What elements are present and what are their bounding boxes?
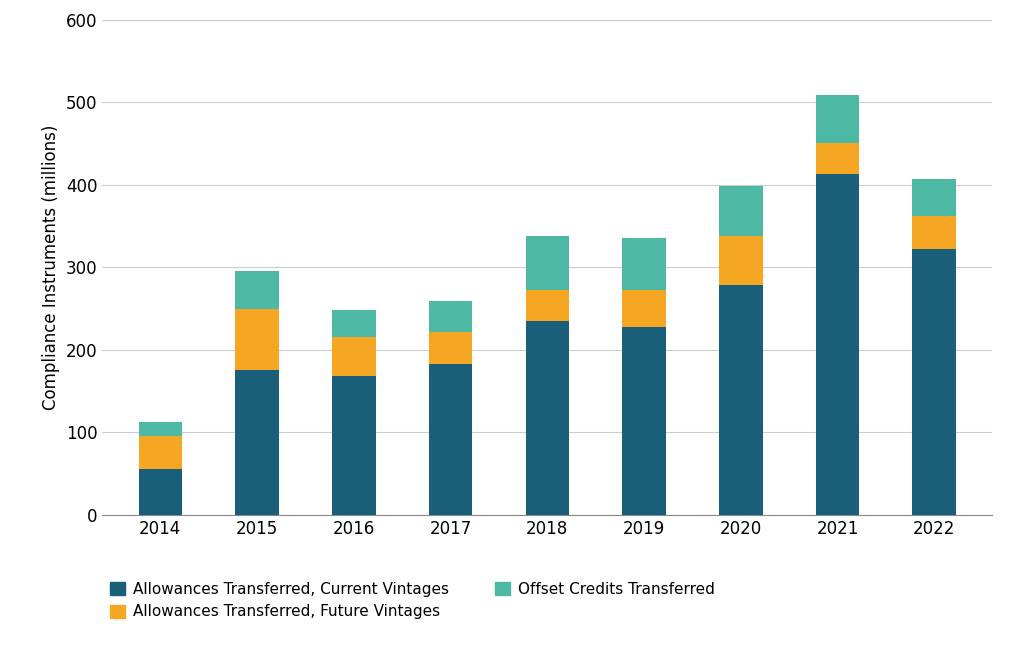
Bar	[429, 333, 473, 364]
Bar	[526, 321, 569, 515]
Bar	[815, 174, 859, 515]
Bar	[235, 370, 279, 515]
Bar	[429, 364, 473, 515]
Bar	[913, 179, 957, 216]
Bar	[332, 310, 375, 337]
Legend: Allowances Transferred, Current Vintages, Allowances Transferred, Future Vintage: Allowances Transferred, Current Vintages…	[109, 582, 714, 620]
Bar	[138, 422, 182, 436]
Bar	[235, 271, 279, 309]
Bar	[913, 216, 957, 249]
Bar	[526, 290, 569, 321]
Bar	[332, 337, 375, 376]
Bar	[913, 249, 957, 515]
Bar	[719, 187, 762, 236]
Bar	[719, 236, 762, 286]
Bar	[622, 238, 666, 290]
Bar	[429, 301, 473, 333]
Bar	[235, 309, 279, 370]
Bar	[815, 95, 859, 143]
Bar	[332, 376, 375, 515]
Bar	[526, 236, 569, 290]
Bar	[138, 469, 182, 515]
Bar	[622, 327, 666, 515]
Bar	[815, 143, 859, 174]
Bar	[719, 286, 762, 515]
Bar	[622, 290, 666, 327]
Bar	[138, 436, 182, 469]
Y-axis label: Compliance Instruments (millions): Compliance Instruments (millions)	[42, 125, 60, 410]
